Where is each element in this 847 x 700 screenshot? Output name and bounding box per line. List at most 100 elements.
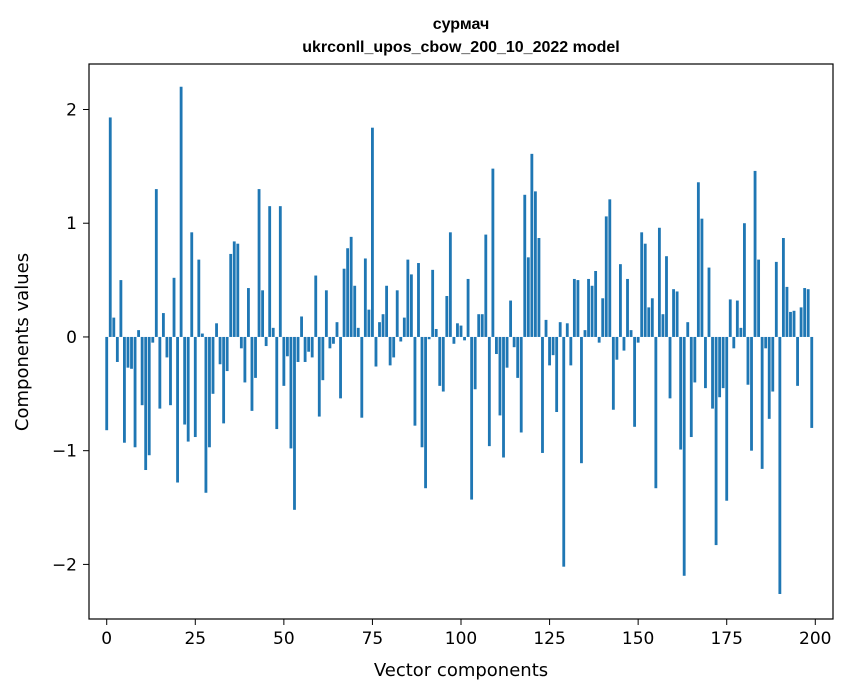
bar (317, 336, 321, 417)
x-tick-label: 200 (799, 629, 831, 649)
bar (675, 291, 679, 337)
bar (633, 336, 637, 427)
bar (732, 336, 736, 349)
bar (158, 336, 162, 409)
bar (119, 280, 123, 337)
bar (261, 290, 265, 337)
bar (760, 336, 764, 469)
bar (796, 336, 799, 386)
bar (179, 86, 183, 337)
bar (289, 336, 293, 449)
bar (672, 289, 675, 337)
y-axis-ticks: −2 −1 0 1 2 (52, 100, 89, 575)
bar (285, 336, 289, 357)
bar (519, 336, 523, 433)
bar (271, 327, 275, 337)
y-tick-label: −1 (52, 442, 77, 462)
bar (739, 327, 743, 337)
bar (448, 232, 452, 337)
bar (629, 330, 633, 337)
y-tick-label: 1 (66, 214, 77, 234)
bar (778, 336, 782, 594)
x-tick-label: 125 (533, 629, 565, 649)
bar (197, 259, 201, 337)
bar (229, 253, 233, 337)
bar (785, 286, 789, 337)
bar (583, 330, 587, 337)
bar (321, 336, 325, 381)
bar (215, 323, 218, 337)
bar (282, 336, 286, 386)
y-tick-label: 2 (66, 100, 77, 120)
bar (544, 319, 548, 337)
bar (615, 336, 619, 360)
bar (275, 336, 279, 430)
bar (296, 336, 300, 362)
y-axis-label: Components values (12, 253, 33, 431)
bar (803, 288, 807, 337)
bar (140, 336, 144, 406)
bar (728, 299, 732, 337)
bar (781, 238, 785, 337)
bar (767, 336, 771, 419)
bar (477, 314, 481, 337)
bar (459, 325, 463, 337)
x-tick-label: 0 (101, 629, 112, 649)
bar (640, 232, 644, 337)
bar (144, 336, 148, 471)
bar (218, 336, 222, 365)
x-tick-label: 150 (622, 629, 654, 649)
bar (704, 336, 707, 389)
bar (346, 248, 350, 337)
bar (176, 336, 179, 483)
bar (530, 153, 534, 337)
bar (668, 336, 672, 399)
bar (526, 257, 530, 337)
bar (236, 243, 240, 337)
bar (183, 336, 187, 425)
bar (300, 316, 303, 337)
bar (689, 336, 693, 438)
bar (714, 336, 718, 546)
bar (657, 227, 661, 337)
bar (211, 336, 215, 394)
bar (441, 336, 445, 392)
bar (498, 336, 502, 416)
bar (165, 336, 169, 358)
bar (186, 336, 190, 442)
bar (789, 311, 792, 337)
bar (151, 336, 155, 343)
bar (193, 336, 197, 438)
bar (707, 267, 711, 337)
bar (463, 336, 466, 341)
bar (696, 182, 700, 337)
bar (665, 256, 668, 337)
y-tick-label: −2 (52, 555, 77, 575)
bar (558, 322, 562, 337)
bar (402, 317, 406, 337)
bar (328, 336, 332, 349)
bar (456, 323, 459, 337)
bar (445, 296, 449, 337)
bar (137, 330, 141, 337)
x-axis-label: Vector components (374, 660, 548, 681)
bar (363, 258, 367, 337)
bar (427, 336, 431, 340)
bar (332, 336, 335, 344)
bar (303, 336, 307, 362)
bar (799, 307, 803, 337)
bar (417, 263, 420, 337)
plot-frame (88, 63, 834, 620)
bar (239, 336, 243, 349)
bar (190, 232, 194, 337)
bar (123, 336, 126, 443)
bar (711, 336, 714, 409)
bar (509, 300, 513, 337)
bar (339, 336, 342, 399)
bar (682, 336, 686, 576)
bar (572, 278, 576, 337)
bar (172, 277, 176, 337)
bar (619, 264, 622, 337)
bar (126, 336, 130, 368)
